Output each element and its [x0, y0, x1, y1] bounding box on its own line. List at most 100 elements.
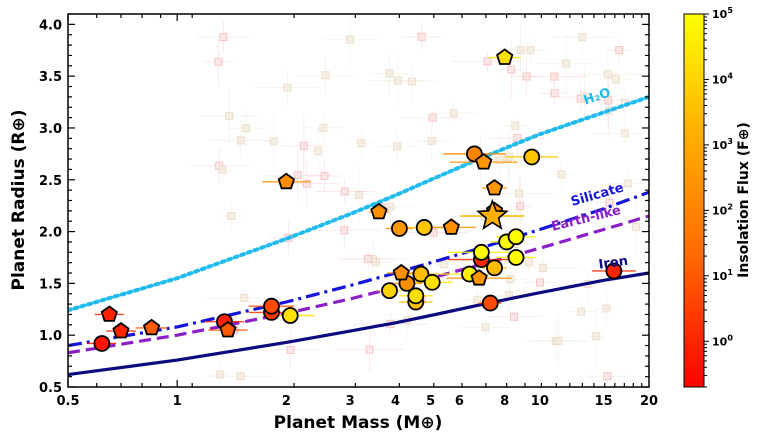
highlight-planet-star-marker [476, 198, 509, 230]
planet-pentagon-marker [277, 172, 296, 190]
x-axis-ticks: 0.5 1 2 3 4 5 6 8 10 15 20 [56, 14, 658, 409]
planet-circle-marker [93, 335, 111, 352]
model-curve-silicate [68, 190, 649, 348]
colorbar-tick-label: 101 [712, 268, 733, 283]
bg-planet [427, 137, 436, 146]
bg-planet [526, 46, 535, 55]
bg-planet [314, 147, 323, 156]
bg-planet [319, 123, 328, 132]
bg-planet [449, 108, 458, 117]
bg-planet [320, 171, 329, 180]
bg-planet [536, 278, 545, 287]
bg-planet [269, 137, 278, 146]
bg-planet [578, 33, 587, 42]
error-bars [87, 56, 636, 345]
bg-planet [225, 112, 234, 121]
background-planets [188, 14, 649, 387]
bg-planet [439, 260, 448, 269]
bg-planet [393, 142, 402, 151]
planet-circle-marker [486, 259, 503, 277]
bg-planet [286, 345, 295, 354]
planet-pentagon-marker [485, 178, 504, 196]
bg-planet [216, 370, 225, 379]
x-tick-label: 10 [531, 394, 549, 409]
y-tick-label: 3.5 [39, 70, 62, 85]
planet-pentagon-marker [470, 269, 488, 286]
planet-pentagon-marker [370, 202, 388, 220]
colorbar-label: Insolation Flux (F⊕) [736, 122, 752, 278]
bg-planet [550, 72, 559, 81]
planet-pentagon-marker [392, 263, 410, 281]
bg-planet [507, 65, 516, 74]
bg-planet [511, 121, 520, 130]
y-tick-label: 1.0 [39, 329, 62, 344]
bg-planet [481, 323, 490, 332]
y-tick-label: 1.5 [39, 277, 62, 292]
bg-planet [623, 179, 632, 188]
bg-planet [299, 141, 308, 150]
bg-planet [562, 59, 571, 68]
bg-planet [340, 187, 349, 196]
bg-planet [495, 156, 504, 165]
x-axis-label: Planet Mass (M⊕) [274, 413, 443, 433]
planet-circle-marker [605, 262, 623, 280]
bg-planet [219, 32, 228, 41]
bg-planet [283, 83, 292, 92]
bg-planet [364, 254, 373, 263]
bg-planet [615, 46, 624, 55]
bg-planet [240, 293, 249, 302]
bg-planet [550, 89, 559, 98]
planet-circle-marker [481, 294, 499, 312]
bg-planet [346, 35, 355, 44]
bg-planet [407, 77, 416, 86]
bg-planet [513, 133, 522, 142]
planet-pentagon-marker [474, 153, 493, 170]
bg-planet [428, 113, 437, 122]
x-tick-label: 0.5 [56, 394, 79, 409]
bg-planet [340, 226, 349, 235]
model-curve-ho [68, 94, 649, 313]
bg-planet [620, 129, 629, 138]
bg-planet [354, 190, 363, 199]
bg-planet [554, 336, 563, 345]
colorbar-tick-label: 103 [712, 137, 733, 152]
bg-planet [557, 170, 566, 179]
planet-circle-marker [472, 243, 490, 261]
colorbar [683, 13, 705, 388]
colorbar-ticks: 100 101 102 103 104 105 [704, 6, 733, 388]
bg-planet [577, 307, 586, 316]
y-tick-label: 2.0 [39, 226, 62, 241]
planet-circle-marker [423, 273, 441, 291]
bg-planet [218, 165, 227, 174]
y-tick-label: 2.5 [39, 174, 62, 189]
planet-circle-marker [381, 282, 398, 300]
bg-planet [604, 96, 613, 105]
planet-circle-marker [391, 220, 408, 237]
planet-pentagon-marker [442, 218, 460, 235]
bg-planet [417, 32, 426, 41]
x-tick-label: 8 [500, 394, 509, 409]
planet-pentagon-marker [219, 320, 237, 338]
bg-planet [580, 92, 589, 101]
bg-planet [302, 179, 311, 188]
x-tick-label: 1 [173, 394, 182, 409]
x-tick-label: 6 [455, 394, 464, 409]
x-tick-label: 15 [595, 394, 613, 409]
x-tick-label: 5 [426, 394, 435, 409]
planet-pentagon-marker [496, 48, 514, 65]
colorbar-tick-label: 105 [712, 6, 733, 21]
bg-planet [516, 46, 525, 55]
colorbar-tick-label: 104 [712, 71, 733, 86]
planet-pentagon-marker [112, 321, 130, 339]
planet-pentagon-marker [100, 305, 118, 322]
x-tick-label: 2 [282, 394, 291, 409]
colorbar-tick-label: 100 [712, 333, 733, 348]
bg-planet [515, 189, 524, 198]
model-label: Earth-like [550, 203, 623, 235]
bg-planet [524, 258, 533, 267]
bg-planet [214, 57, 223, 66]
bg-planet [236, 136, 245, 145]
bg-planet [242, 124, 251, 133]
planet-circle-marker [263, 297, 280, 315]
